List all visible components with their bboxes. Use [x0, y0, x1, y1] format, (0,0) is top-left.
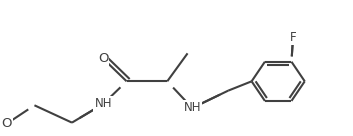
Text: NH: NH: [95, 98, 112, 110]
Text: NH: NH: [184, 101, 201, 115]
Text: O: O: [98, 52, 108, 65]
Text: O: O: [1, 118, 12, 130]
Text: F: F: [290, 31, 296, 44]
